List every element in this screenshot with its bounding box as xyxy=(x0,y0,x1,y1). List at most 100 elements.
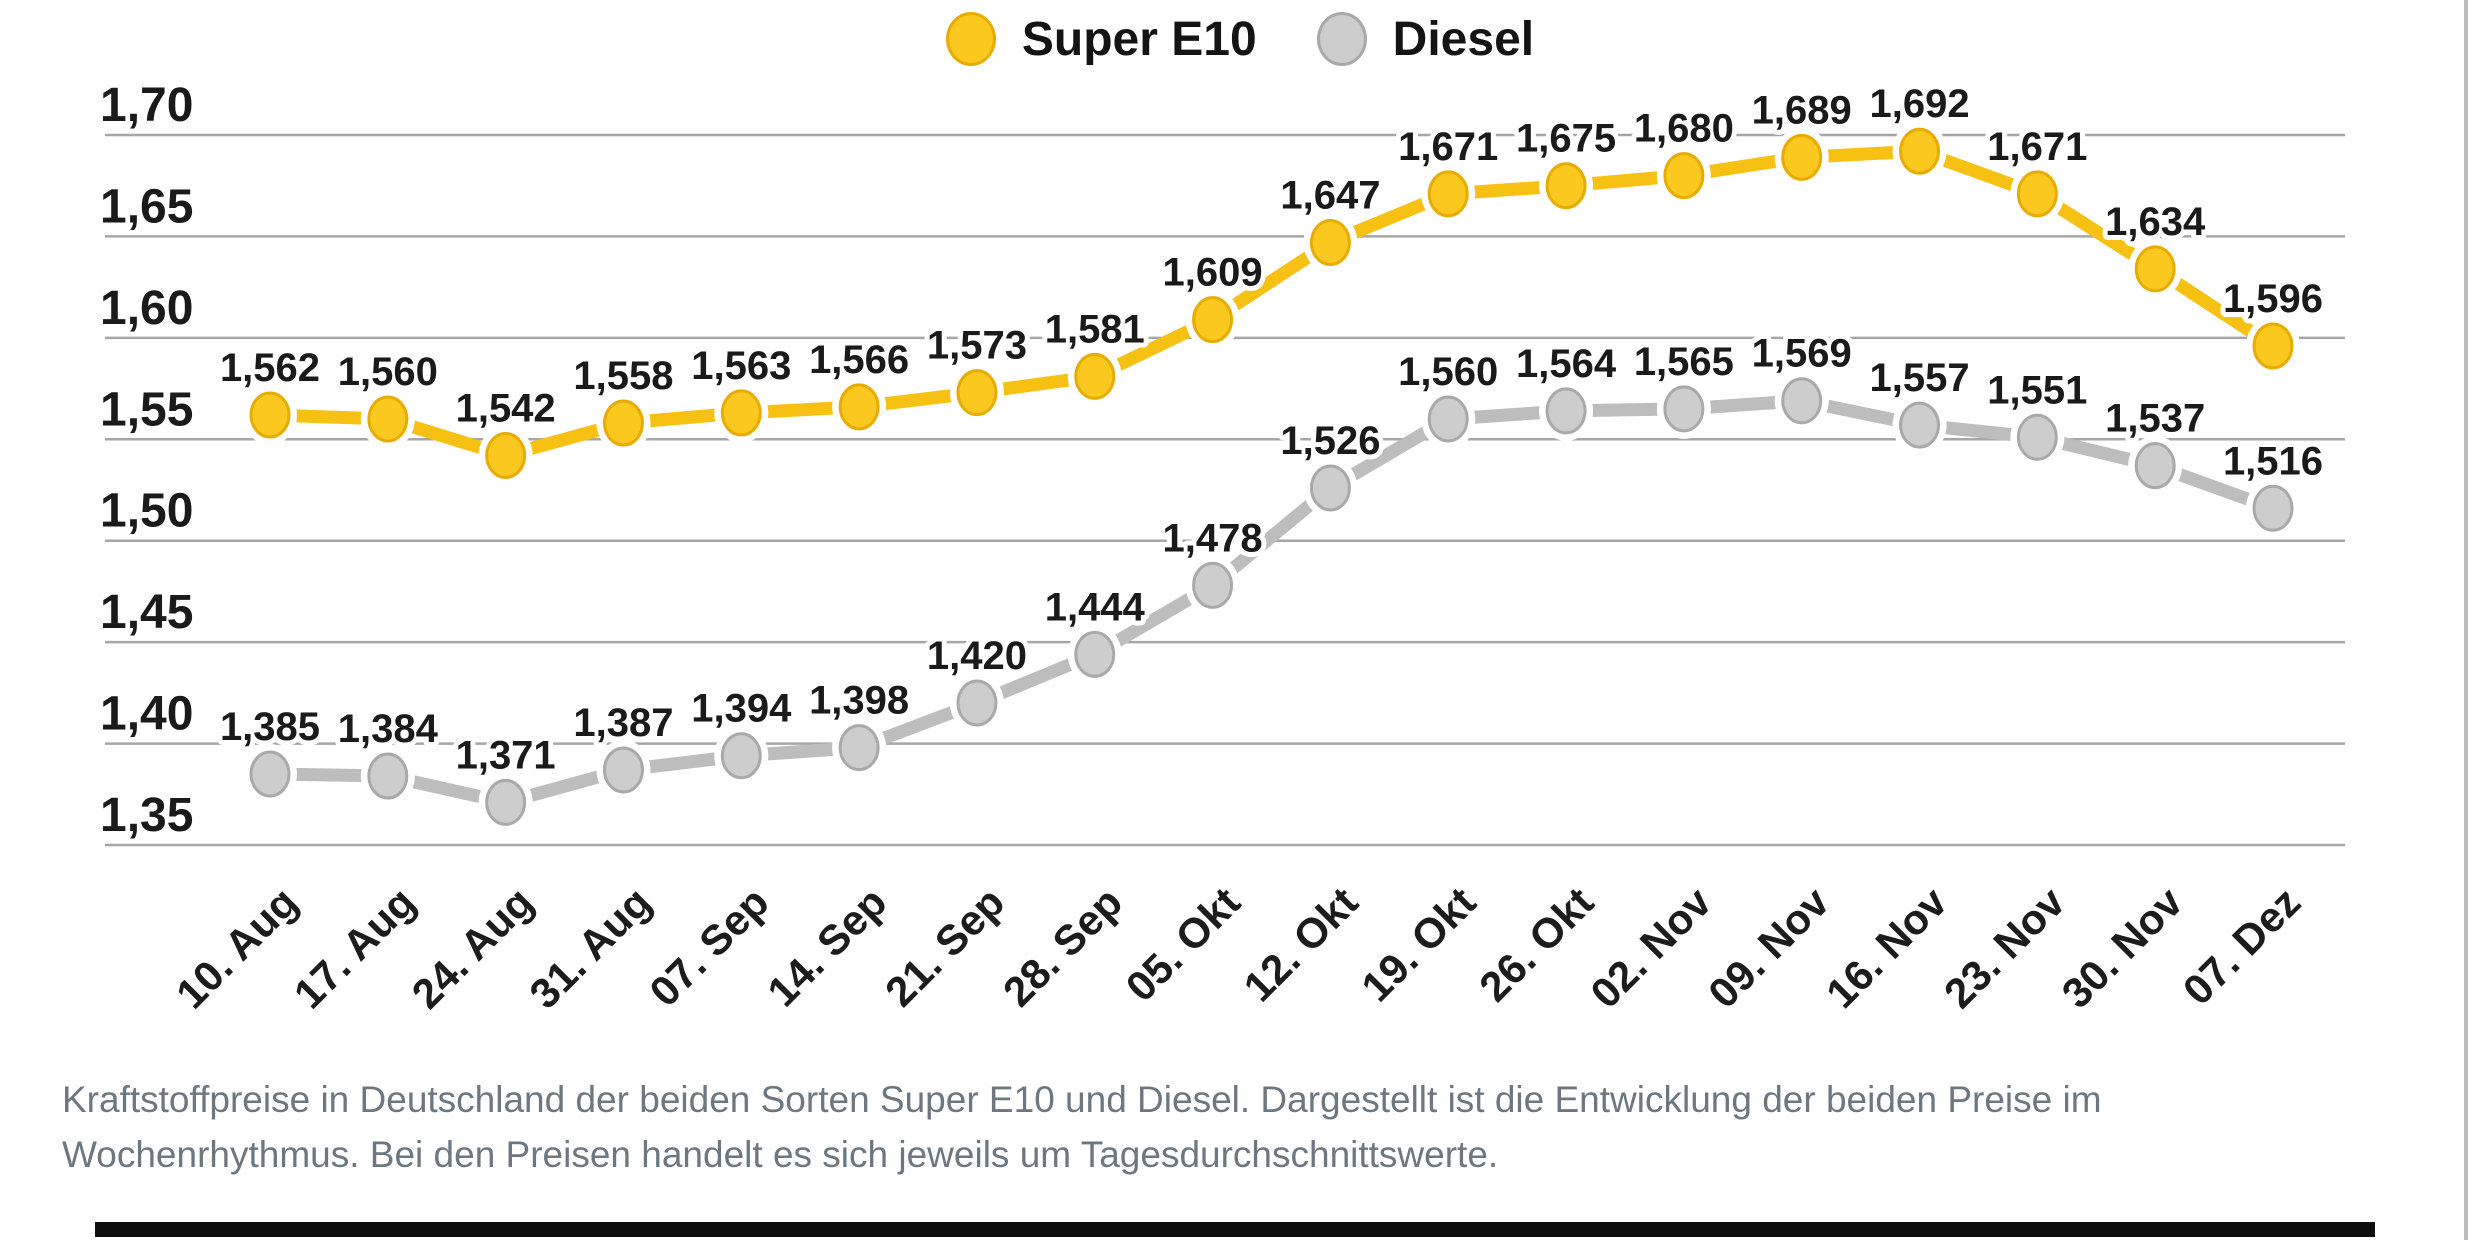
x-axis-date-label: 16. Nov xyxy=(1817,878,1956,1017)
value-label-diesel: 1,526 xyxy=(1280,419,1380,463)
data-point-diesel xyxy=(1899,401,1941,449)
data-point-diesel xyxy=(956,679,998,727)
x-axis-date-label: 30. Nov xyxy=(2053,878,2192,1017)
value-label-super-e10: 1,558 xyxy=(573,354,673,398)
data-point-diesel xyxy=(602,746,644,794)
value-label-diesel: 1,398 xyxy=(809,679,909,723)
value-label-diesel: 1,371 xyxy=(456,733,556,777)
x-axis-date-label: 09. Nov xyxy=(1699,878,1838,1017)
x-axis-date-label: 10. Aug xyxy=(167,878,306,1017)
x-axis-date-label: 17. Aug xyxy=(285,878,424,1017)
data-point-super-e10 xyxy=(1192,296,1234,344)
y-axis-tick-label: 1,50 xyxy=(100,485,193,538)
value-label-super-e10: 1,634 xyxy=(2105,200,2206,244)
data-point-diesel xyxy=(2016,413,2058,461)
y-axis-tick-label: 1,40 xyxy=(100,688,193,741)
right-edge-border xyxy=(2464,0,2468,1240)
value-label-super-e10: 1,689 xyxy=(1752,88,1852,132)
value-label-diesel: 1,420 xyxy=(927,634,1027,678)
value-label-diesel: 1,384 xyxy=(338,707,439,751)
data-point-diesel xyxy=(838,724,880,772)
x-axis-date-label: 07. Sep xyxy=(640,878,777,1015)
x-axis-date-label: 19. Okt xyxy=(1352,878,1484,1010)
value-label-super-e10: 1,581 xyxy=(1045,307,1145,351)
value-label-super-e10: 1,563 xyxy=(691,344,791,388)
data-point-diesel xyxy=(1427,395,1469,443)
value-label-diesel: 1,565 xyxy=(1634,340,1734,384)
x-axis-date-label: 07. Dez xyxy=(2174,878,2310,1014)
y-axis-tick-label: 1,45 xyxy=(100,586,193,639)
y-axis-tick-label: 1,35 xyxy=(100,789,193,842)
chart-legend: Super E10 Diesel xyxy=(0,4,2480,74)
value-label-super-e10: 1,560 xyxy=(338,350,438,394)
data-point-super-e10 xyxy=(838,383,880,431)
data-point-super-e10 xyxy=(485,432,527,480)
legend-dot-super-e10-icon xyxy=(945,12,996,66)
data-point-super-e10 xyxy=(1074,352,1116,400)
y-axis-tick-label: 1,65 xyxy=(100,180,193,233)
value-label-super-e10: 1,566 xyxy=(809,338,909,382)
y-axis-tick-label: 1,70 xyxy=(100,79,193,132)
value-label-diesel: 1,394 xyxy=(691,687,792,731)
data-point-super-e10 xyxy=(1309,219,1351,267)
data-point-diesel xyxy=(2134,442,2176,490)
value-label-super-e10: 1,573 xyxy=(927,324,1027,368)
data-point-super-e10 xyxy=(1427,170,1469,218)
value-label-super-e10: 1,596 xyxy=(2223,277,2323,321)
value-label-diesel: 1,478 xyxy=(1163,516,1263,560)
value-label-super-e10: 1,675 xyxy=(1516,117,1616,161)
bottom-divider-bar xyxy=(95,1222,2375,1237)
data-point-diesel xyxy=(485,778,527,826)
value-label-diesel: 1,551 xyxy=(1987,368,2087,412)
data-point-diesel xyxy=(2252,484,2294,532)
value-label-super-e10: 1,542 xyxy=(456,387,556,431)
value-label-super-e10: 1,692 xyxy=(1869,82,1969,126)
legend-label-super-e10: Super E10 xyxy=(1021,12,1257,66)
legend-dot-diesel-icon xyxy=(1316,12,1367,66)
data-point-super-e10 xyxy=(249,391,291,439)
value-label-super-e10: 1,609 xyxy=(1163,251,1263,295)
data-point-diesel xyxy=(1663,385,1705,433)
caption-line-1: Kraftstoffpreise in Deutschland der beid… xyxy=(62,1079,2102,1120)
value-label-diesel: 1,444 xyxy=(1045,585,1146,629)
data-point-super-e10 xyxy=(2016,170,2058,218)
value-label-super-e10: 1,647 xyxy=(1280,174,1380,218)
x-axis-date-label: 12. Okt xyxy=(1234,878,1366,1010)
data-point-super-e10 xyxy=(1899,127,1941,175)
y-axis-tick-label: 1,55 xyxy=(100,383,193,436)
x-axis-date-label: 28. Sep xyxy=(994,878,1131,1015)
x-axis-date-label: 26. Okt xyxy=(1470,878,1602,1010)
caption-line-2: Wochenrhythmus. Bei den Preisen handelt … xyxy=(62,1134,1499,1175)
value-label-diesel: 1,387 xyxy=(573,701,673,745)
data-point-super-e10 xyxy=(602,399,644,447)
data-point-diesel xyxy=(720,732,762,780)
value-label-diesel: 1,560 xyxy=(1398,350,1498,394)
value-label-super-e10: 1,562 xyxy=(220,346,320,390)
series-line-diesel xyxy=(269,394,2276,810)
x-axis-date-label: 24. Aug xyxy=(403,878,542,1017)
value-label-diesel: 1,569 xyxy=(1752,332,1852,376)
value-label-super-e10: 1,671 xyxy=(1398,125,1498,169)
value-label-diesel: 1,557 xyxy=(1869,356,1969,400)
y-axis-tick-label: 1,60 xyxy=(100,282,193,335)
data-point-super-e10 xyxy=(367,395,409,443)
x-axis-date-label: 23. Nov xyxy=(1935,878,2074,1017)
data-point-diesel xyxy=(367,752,409,800)
x-axis-date-label: 21. Sep xyxy=(876,878,1013,1015)
x-axis-date-label: 14. Sep xyxy=(758,878,895,1015)
chart-caption: Kraftstoffpreise in Deutschland der beid… xyxy=(62,1072,2262,1182)
data-point-diesel xyxy=(1545,387,1587,435)
data-point-diesel xyxy=(1074,630,1116,678)
data-point-super-e10 xyxy=(1781,133,1823,181)
data-point-super-e10 xyxy=(2252,322,2294,370)
data-point-super-e10 xyxy=(1663,152,1705,200)
data-point-super-e10 xyxy=(1545,162,1587,210)
x-axis-date-label: 02. Nov xyxy=(1581,878,1720,1017)
value-label-diesel: 1,385 xyxy=(220,705,320,749)
data-point-diesel xyxy=(249,750,291,798)
data-point-diesel xyxy=(1192,561,1234,609)
value-label-diesel: 1,537 xyxy=(2105,397,2205,441)
data-point-super-e10 xyxy=(956,369,998,417)
series-line-super-e10 xyxy=(269,144,2277,463)
